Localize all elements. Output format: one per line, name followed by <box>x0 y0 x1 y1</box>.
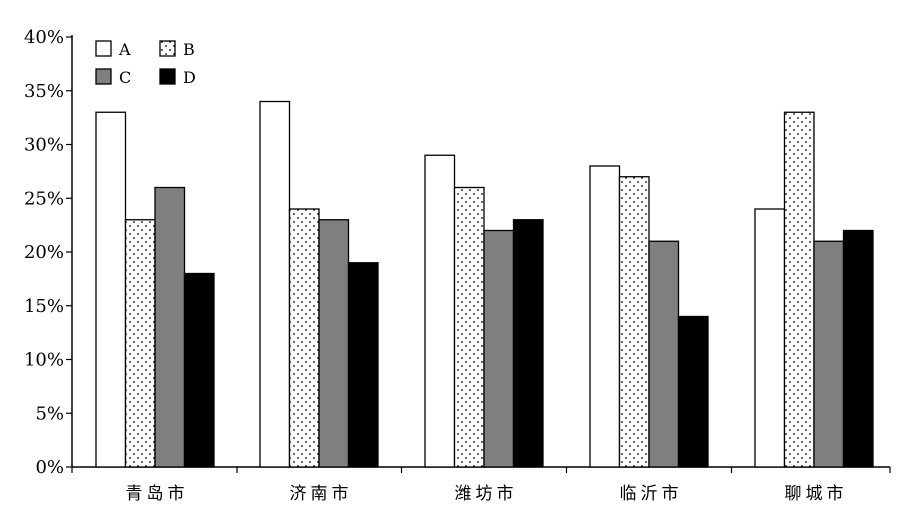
y-tick-label: 30% <box>24 135 64 156</box>
legend-label-B: B <box>183 40 195 59</box>
bar-A-3 <box>424 154 456 468</box>
x-category-label: 潍坊市 <box>455 484 518 504</box>
legend: A B C D <box>95 40 196 87</box>
y-tick-label: 20% <box>24 242 64 263</box>
bar-A-2 <box>259 100 291 468</box>
bar-C-1 <box>154 186 186 468</box>
bar-C-3 <box>483 229 515 468</box>
bar-B-1 <box>124 219 156 468</box>
bar-B-4 <box>618 176 650 468</box>
legend-swatch-C <box>95 68 112 85</box>
bar-A-5 <box>754 208 786 468</box>
x-category-label: 青岛市 <box>126 484 189 504</box>
bar-D-3 <box>512 219 544 468</box>
legend-label-D: D <box>183 68 196 87</box>
bar-B-5 <box>783 111 815 468</box>
bar-D-5 <box>842 229 874 468</box>
bar-B-3 <box>453 186 485 468</box>
y-tick-label: 40% <box>24 27 64 48</box>
bar-C-2 <box>318 219 350 468</box>
bar-A-1 <box>95 111 127 468</box>
x-category-label: 临沂市 <box>620 484 683 504</box>
y-tick-label: 0% <box>35 457 64 478</box>
bar-D-2 <box>347 262 379 468</box>
y-tick-label: 25% <box>24 188 64 209</box>
bar-A-4 <box>589 165 621 468</box>
x-category-label: 济南市 <box>290 484 353 504</box>
bar-D-1 <box>183 272 215 468</box>
bar-B-2 <box>288 208 320 468</box>
bar-C-5 <box>813 240 845 468</box>
bar-D-4 <box>677 315 709 468</box>
y-tick-label: 35% <box>24 81 64 102</box>
y-tick-label: 15% <box>24 296 64 317</box>
bars <box>95 100 874 468</box>
legend-swatch-B <box>159 40 176 57</box>
axes: 0% 5% 10% 15% 20% 25% 30% 35% 40% 青岛市 济南市 潍坊市 临沂市 聊城市 <box>24 27 891 504</box>
legend-swatch-A <box>95 40 112 57</box>
legend-label-C: C <box>119 68 131 87</box>
bar-C-4 <box>648 240 680 468</box>
y-tick-label: 5% <box>35 403 64 424</box>
legend-label-A: A <box>118 40 131 59</box>
y-tick-label: 10% <box>24 350 64 371</box>
x-category-label: 聊城市 <box>785 484 848 504</box>
legend-swatch-D <box>159 68 176 85</box>
